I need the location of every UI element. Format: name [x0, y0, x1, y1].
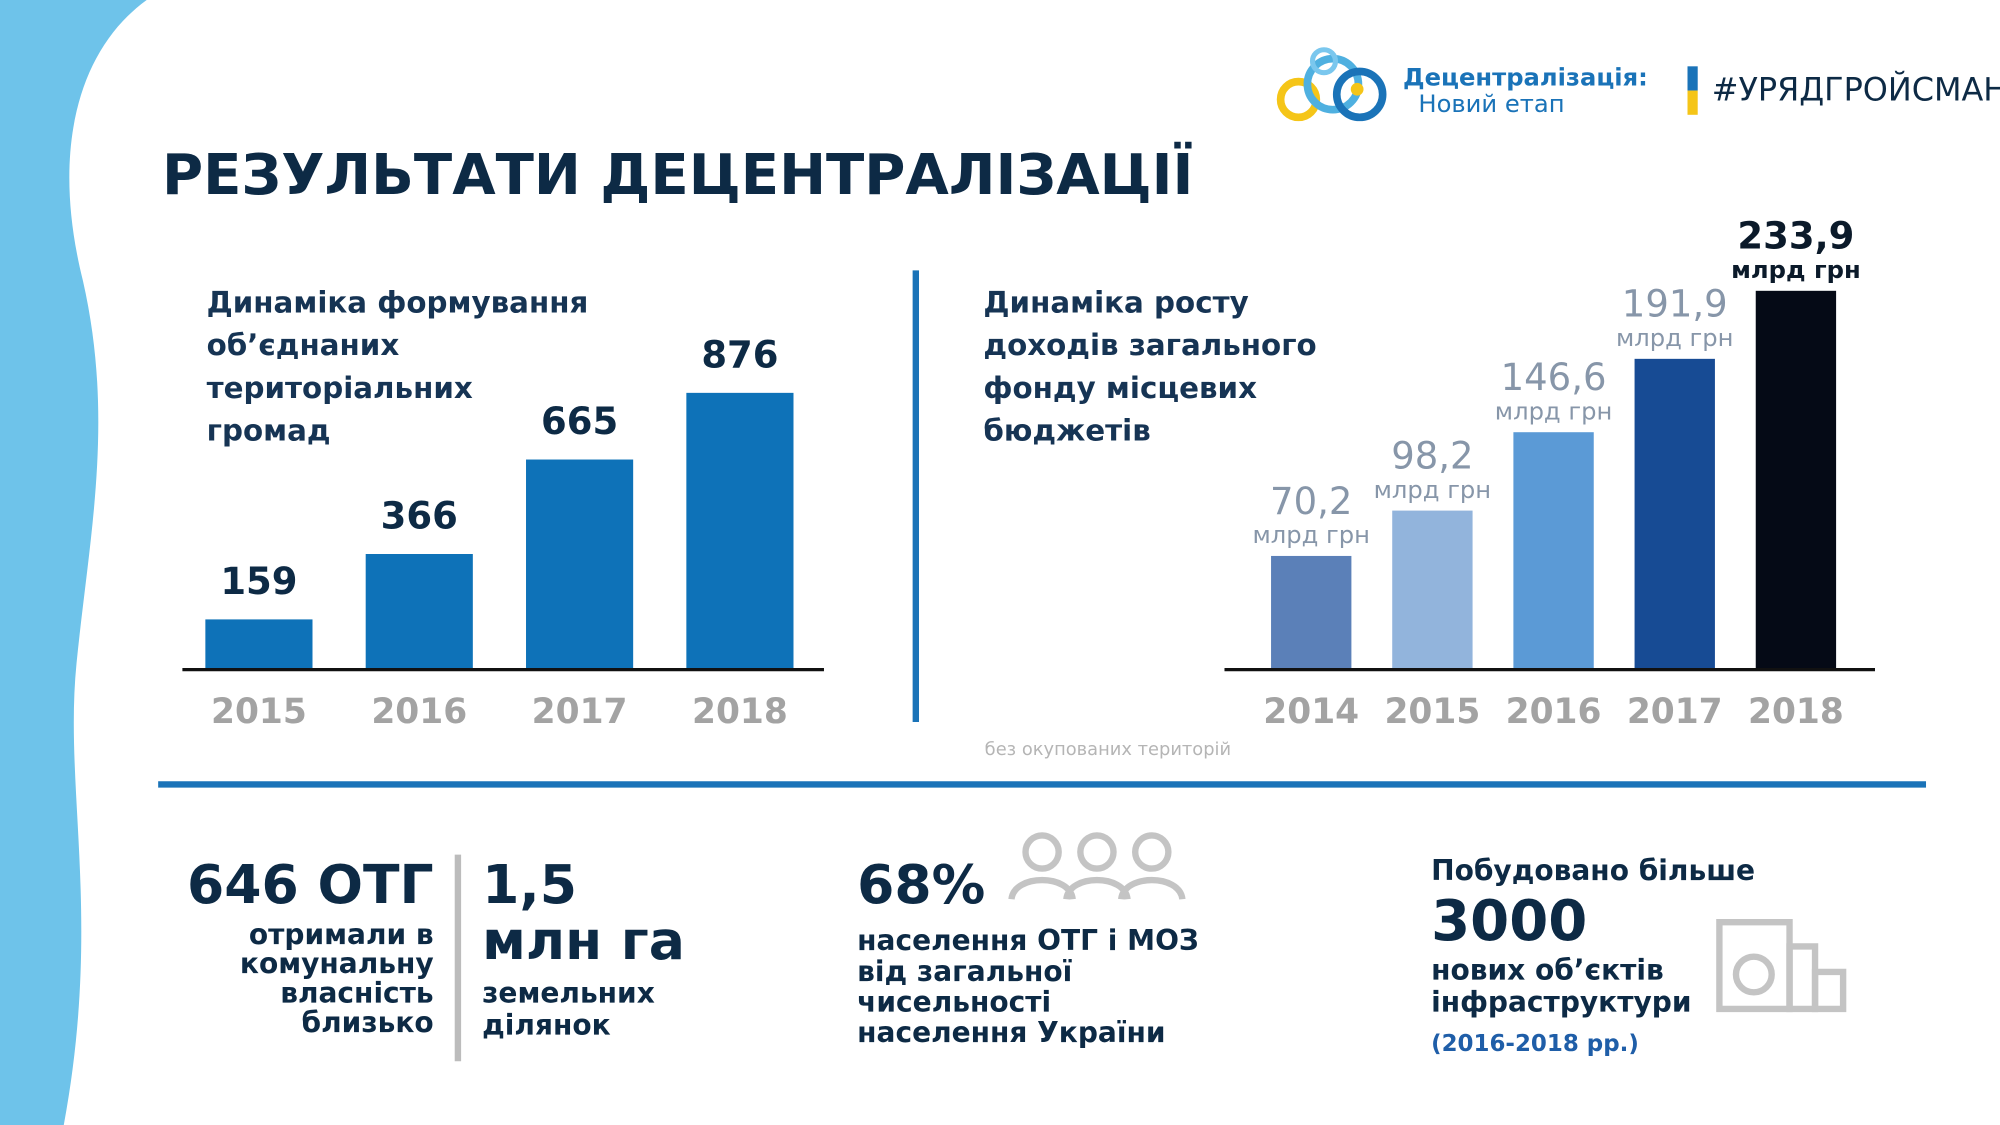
x-tick-label: 2016 [1506, 692, 1602, 732]
chart-title: об’єднаних [207, 328, 400, 362]
title: РЕЗУЛЬТАТИ ДЕЦЕНТРАЛІЗАЦІЇ [162, 141, 1193, 208]
stat-headline: 646 ОТГ [187, 853, 434, 916]
flag-yellow [1687, 90, 1698, 115]
x-tick-label: 2017 [532, 692, 628, 732]
stat-period: (2016-2018 рр.) [1431, 1031, 1639, 1057]
bar [1634, 358, 1715, 670]
value-label: 191,9 [1622, 283, 1728, 326]
value-label: 146,6 [1501, 356, 1607, 399]
stat-headline: 68% [857, 853, 985, 916]
x-tick-label: 2015 [211, 692, 307, 732]
people-icon [1008, 832, 1186, 901]
logo [1276, 47, 1387, 122]
chart-title: Динаміка формування [207, 286, 589, 320]
value-unit: млрд грн [1252, 521, 1370, 549]
chart: 2015 159 2016 366 2017 665 2018 876 [182, 333, 824, 732]
chart-title: бюджетів [983, 414, 1150, 448]
chart-title: доходів загального [983, 328, 1316, 362]
logo-subtitle: Новий етап [1418, 90, 1564, 118]
x-tick-label: 2018 [1748, 692, 1844, 732]
x-tick-label: 2018 [692, 692, 788, 732]
stat-line: чисельності [857, 985, 1051, 1018]
buildings-icon [1716, 919, 1847, 1013]
stat-line: населення України [857, 1016, 1165, 1049]
bar [526, 459, 634, 670]
stat-intro: Побудовано більше [1431, 854, 1755, 887]
bar [1513, 432, 1594, 670]
hashtag: #УРЯДГРОЙСМАНА [1712, 71, 2000, 109]
value-label: 665 [541, 400, 618, 443]
x-tick-label: 2014 [1263, 692, 1359, 732]
x-tick-label: 2017 [1627, 692, 1723, 732]
x-tick-label: 2015 [1384, 692, 1480, 732]
bar [1392, 510, 1473, 670]
bar [205, 619, 313, 670]
value-label: 70,2 [1270, 480, 1352, 523]
value-label: 159 [220, 560, 297, 603]
value-unit: млрд грн [1731, 256, 1861, 284]
stat-headline: млн га [482, 909, 685, 972]
chart-title: фонду місцевих [983, 371, 1257, 405]
stat-line: інфраструктури [1431, 985, 1691, 1018]
value-label: 233,9 [1737, 215, 1854, 258]
stat-headline: 1,5 [482, 853, 577, 916]
chart-title: Динаміка росту [983, 286, 1248, 320]
flag-blue [1687, 66, 1698, 91]
value-label: 366 [381, 494, 458, 537]
stat-line: близько [302, 1006, 434, 1039]
value-unit: млрд грн [1374, 476, 1492, 504]
stat-line: власність [280, 977, 433, 1010]
stat-line: комунальну [240, 947, 434, 980]
chart-title: територіальних [207, 371, 473, 405]
stat-line: отримали в [249, 918, 434, 951]
side-wave [0, 0, 147, 1125]
stat-headline: 3000 [1431, 889, 1587, 954]
bar [365, 553, 473, 670]
chart-title: громад [207, 414, 331, 448]
logo-title: Децентралізація: [1403, 63, 1648, 91]
stat-line: нових об’єктів [1431, 954, 1664, 987]
x-tick-label: 2016 [371, 692, 467, 732]
value-label: 98,2 [1391, 435, 1473, 478]
bar [1271, 555, 1352, 670]
stat-line: від загальної [857, 955, 1073, 988]
value-unit: млрд грн [1616, 324, 1734, 352]
value-label: 876 [701, 333, 778, 376]
stat-line: ділянок [482, 1008, 610, 1041]
note: без окупованих територій [985, 739, 1231, 760]
value-unit: млрд грн [1495, 397, 1612, 425]
stat-line: населення ОТГ і МОЗ [857, 924, 1199, 957]
bar [1755, 290, 1837, 670]
bar [686, 392, 794, 670]
stat-line: земельних [482, 977, 655, 1010]
